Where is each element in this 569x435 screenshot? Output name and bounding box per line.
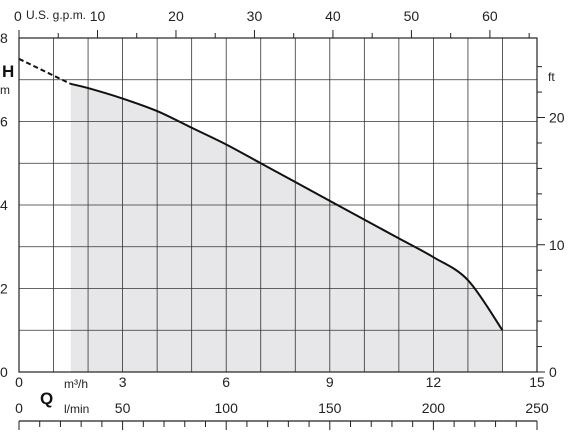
lpm-tick-label: 0 (15, 400, 23, 416)
x-axis-unit-lpm: l/min (64, 402, 89, 416)
top-axis-tick-label: 20 (168, 8, 184, 24)
plot-frame (18, 37, 538, 373)
lpm-tick-label: 100 (215, 400, 239, 416)
x-tick-label: 0 (15, 374, 23, 390)
axes (18, 30, 545, 430)
operating-range-shading (70, 83, 503, 373)
shaded-area (70, 83, 503, 373)
top-axis-tick-label: 40 (325, 8, 341, 24)
top-axis-tick-label: 0 (14, 8, 22, 24)
x-tick-label: 9 (326, 374, 334, 390)
grid (18, 37, 538, 373)
y-tick-label: 6 (0, 114, 8, 130)
y-right-tick-label: 10 (549, 237, 565, 253)
top-axis-tick-label: 50 (404, 8, 420, 24)
y-tick-label: 8 (0, 30, 8, 46)
top-axis-tick-label: 10 (90, 8, 106, 24)
lpm-tick-label: 200 (422, 400, 446, 416)
y-right-axis-unit: ft (548, 70, 555, 84)
x-tick-label: 6 (222, 374, 230, 390)
x-tick-label: 12 (426, 374, 442, 390)
x-axis-unit-m3h: m³/h (64, 377, 88, 391)
lpm-tick-label: 250 (525, 400, 549, 416)
curve-dashed (18, 57, 72, 85)
y-right-tick-label: 0 (549, 364, 557, 380)
x-tick-label: 3 (119, 374, 127, 390)
y-axis-unit: m (0, 83, 10, 97)
top-axis-unit: U.S. g.p.m. (26, 8, 86, 22)
lpm-tick-label: 50 (115, 400, 131, 416)
y-axis-symbol: H (2, 62, 14, 81)
y-right-tick-label: 20 (549, 110, 565, 126)
lpm-tick-label: 150 (318, 400, 342, 416)
y-tick-label: 2 (0, 281, 8, 297)
top-axis-tick-label: 30 (247, 8, 263, 24)
axis-labels: H m ft U.S. g.p.m. m³/h Q l/min 02468010… (0, 8, 565, 416)
performance-curve (18, 57, 504, 331)
y-tick-label: 0 (0, 364, 8, 380)
x-tick-label: 15 (529, 374, 545, 390)
y-tick-label: 4 (0, 197, 8, 213)
x-axis-symbol: Q (40, 389, 53, 408)
top-axis-tick-label: 60 (482, 8, 498, 24)
curve-solid (70, 82, 504, 331)
